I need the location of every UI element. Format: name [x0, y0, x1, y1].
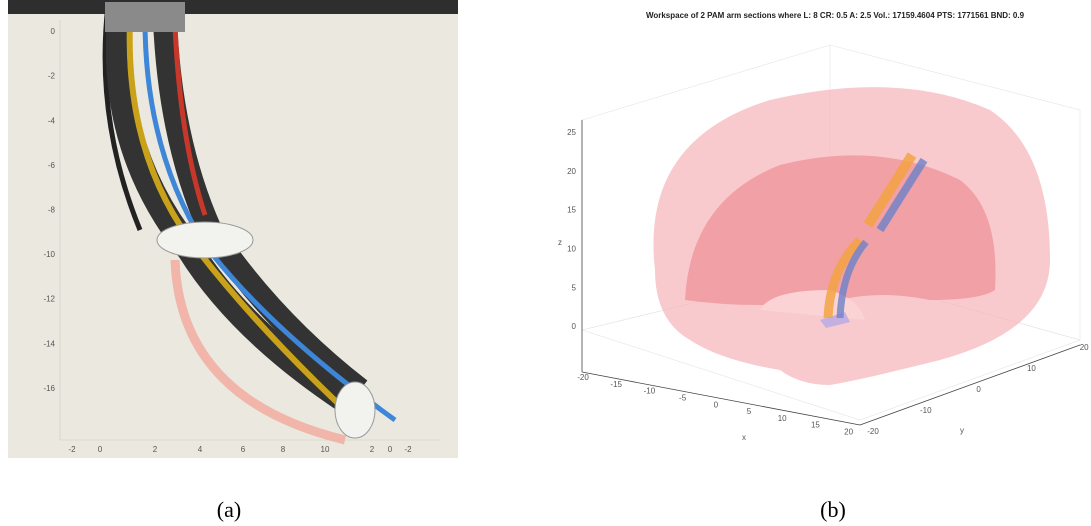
- x-tick-label: 4: [198, 445, 203, 454]
- x-tick-label: 8: [281, 445, 286, 454]
- y-tick-label: -20: [867, 427, 879, 436]
- x-tick-label: 0: [98, 445, 103, 454]
- figure: 0-2-4-6-8-10-12-14-16-2024681020-2 (a) W…: [0, 0, 1091, 526]
- x-tick-label: -20: [577, 373, 589, 382]
- y-tick-label: -12: [43, 295, 55, 304]
- x-tick-label: 10: [321, 445, 330, 454]
- y-tick-label: 0: [976, 385, 981, 394]
- x-axis-label: x: [742, 433, 746, 442]
- x-tick-label: 5: [747, 407, 752, 416]
- y-tick-label: -8: [48, 206, 56, 215]
- z-tick-label: 15: [567, 206, 576, 215]
- y-tick-label: -16: [43, 384, 55, 393]
- z-tick-label: 5: [572, 283, 577, 292]
- y-tick-label: 20: [1080, 343, 1089, 352]
- x-tick-label: 20: [844, 428, 853, 437]
- y-tick-label: -14: [43, 339, 55, 348]
- y-tick-label: -6: [48, 161, 56, 170]
- x-tick-label: -10: [644, 387, 656, 396]
- z-tick-label: 25: [567, 128, 576, 137]
- y-axis-label: y: [960, 426, 964, 435]
- x-tick-label: 15: [811, 421, 820, 430]
- z-axis-label: z: [558, 238, 562, 247]
- x-tick-label: 10: [778, 414, 787, 423]
- photo: [8, 0, 458, 458]
- z-tick-label: 10: [567, 245, 576, 254]
- caption: (a): [217, 497, 241, 522]
- x-tick-label: 0: [714, 400, 719, 409]
- x-tick-label: 2: [370, 445, 375, 454]
- y-tick-label: -4: [48, 116, 56, 125]
- y-tick-label: -10: [920, 406, 932, 415]
- x-tick-label: 6: [241, 445, 246, 454]
- x-tick-label: -15: [610, 380, 622, 389]
- plot-title: Workspace of 2 PAM arm sections where L:…: [646, 11, 1025, 20]
- x-tick-label: -5: [679, 394, 687, 403]
- x-tick-label: 0: [388, 445, 393, 454]
- x-tick-label: -2: [404, 445, 412, 454]
- y-tick-label: 10: [1027, 364, 1036, 373]
- plot-3d: [582, 45, 1080, 425]
- y-tick-label: -2: [48, 72, 56, 81]
- y-tick-label: -10: [43, 250, 55, 259]
- x-tick-label: 2: [153, 445, 158, 454]
- z-tick-label: 20: [567, 167, 576, 176]
- z-tick-label: 0: [572, 322, 577, 331]
- caption: (b): [820, 497, 846, 522]
- x-tick-label: -2: [68, 445, 76, 454]
- y-tick-label: 0: [51, 27, 56, 36]
